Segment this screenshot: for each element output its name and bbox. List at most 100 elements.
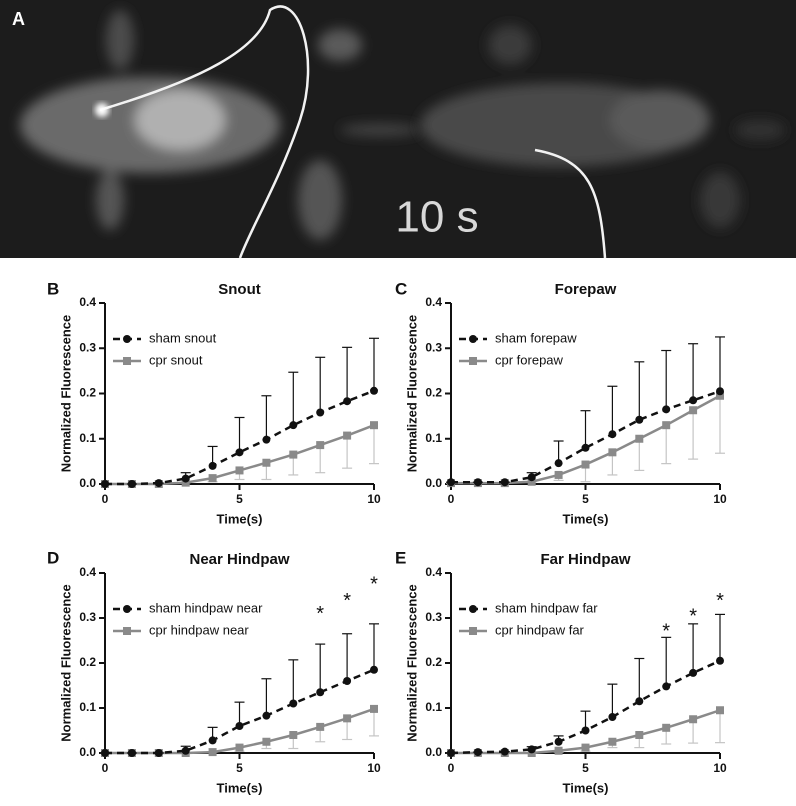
y-tick-label: 0.0 <box>425 745 442 759</box>
x-axis-label: Time(s) <box>217 511 263 526</box>
panel-label: E <box>395 548 406 567</box>
marker <box>554 459 563 468</box>
error-bar <box>688 410 699 460</box>
y-tick-label: 0.4 <box>79 565 96 579</box>
legend-label: sham snout <box>149 330 217 345</box>
marker <box>662 405 671 414</box>
x-axis-label: Time(s) <box>563 780 609 795</box>
y-tick-label: 0.2 <box>79 386 96 400</box>
chart-title: Far Hindpaw <box>540 551 630 568</box>
error-bar <box>661 636 672 687</box>
marker <box>289 699 298 708</box>
marker <box>635 731 644 739</box>
legend-item: cpr hindpaw far <box>459 622 585 637</box>
legend-marker <box>123 357 131 365</box>
legend-marker <box>469 357 477 365</box>
marker <box>608 713 617 721</box>
annotation: * <box>662 620 670 642</box>
legend-marker <box>469 605 477 613</box>
legend-marker <box>123 335 131 343</box>
y-tick-label: 0.1 <box>425 431 442 445</box>
marker <box>208 461 217 470</box>
y-tick-label: 0.3 <box>79 340 96 354</box>
x-tick-label: 5 <box>582 761 589 775</box>
annotation: * <box>343 590 351 612</box>
marker <box>635 697 644 706</box>
legend-item: cpr snout <box>113 352 203 367</box>
marker <box>154 749 163 757</box>
y-tick-label: 0.2 <box>425 386 442 400</box>
legend-label: cpr hindpaw near <box>149 622 249 637</box>
marker <box>662 421 671 430</box>
x-axis-label: Time(s) <box>563 511 609 526</box>
marker <box>316 441 325 450</box>
marker <box>316 722 325 731</box>
y-axis-label: Normalized Fluorescence <box>404 315 419 473</box>
error-bar <box>288 371 299 426</box>
error-bar <box>715 613 725 661</box>
error-bar <box>234 416 245 453</box>
legend-marker <box>469 335 477 343</box>
legend-item: sham hindpaw far <box>459 600 598 615</box>
marker <box>662 682 671 691</box>
annotation: * <box>689 605 697 627</box>
legend-label: cpr hindpaw far <box>495 622 585 637</box>
series-line <box>450 659 721 755</box>
error-bar <box>261 395 272 440</box>
marker <box>127 480 136 488</box>
marker <box>689 668 698 677</box>
x-tick-label: 5 <box>236 761 243 775</box>
marker <box>716 391 724 400</box>
y-tick-label: 0.2 <box>79 655 96 669</box>
y-tick-label: 0.3 <box>425 610 442 624</box>
error-bar <box>715 710 725 744</box>
error-bar <box>315 643 326 693</box>
legend-label: cpr forepaw <box>495 352 564 367</box>
marker <box>716 387 724 396</box>
marker <box>500 747 509 756</box>
marker <box>181 474 190 483</box>
marker <box>554 746 563 755</box>
x-tick-label: 5 <box>236 492 243 506</box>
marker <box>181 746 190 755</box>
legend-item: sham hindpaw near <box>113 600 263 615</box>
legend-marker <box>123 627 131 635</box>
error-bar <box>315 445 326 474</box>
legend-item: cpr forepaw <box>459 352 564 367</box>
photo-panel: A 10 s <box>0 0 796 259</box>
marker <box>235 743 244 752</box>
legend-label: cpr snout <box>149 352 203 367</box>
marker <box>262 737 271 746</box>
panel-label: A <box>12 9 25 29</box>
marker <box>689 396 698 405</box>
marker <box>581 460 590 469</box>
y-tick-label: 0.0 <box>79 745 96 759</box>
error-bar <box>634 361 645 420</box>
marker <box>262 711 271 720</box>
marker <box>689 406 698 415</box>
error-bar <box>369 425 379 465</box>
legend-marker <box>469 627 477 635</box>
error-bar <box>369 623 379 670</box>
x-tick-label: 0 <box>102 492 109 506</box>
marker <box>370 421 378 430</box>
x-tick-label: 5 <box>582 492 589 506</box>
y-tick-label: 0.1 <box>79 700 96 714</box>
chart-panel: E 0.0 0.1 0.2 0.3 0.4 0 5 10 Far Hindpaw Time(s) No… <box>395 548 727 795</box>
error-bar <box>634 438 645 472</box>
error-bar <box>661 425 672 465</box>
legend-label: sham hindpaw far <box>495 600 598 615</box>
marker <box>473 748 482 757</box>
marker <box>343 714 352 723</box>
marker <box>235 722 244 730</box>
error-bar <box>369 337 379 391</box>
y-tick-label: 0.2 <box>425 655 442 669</box>
marker <box>316 408 325 417</box>
marker <box>127 749 136 757</box>
x-tick-label: 0 <box>448 761 455 775</box>
marker <box>289 421 298 430</box>
marker <box>608 430 617 439</box>
error-bar <box>715 395 725 454</box>
timestamp: 10 s <box>395 193 478 242</box>
